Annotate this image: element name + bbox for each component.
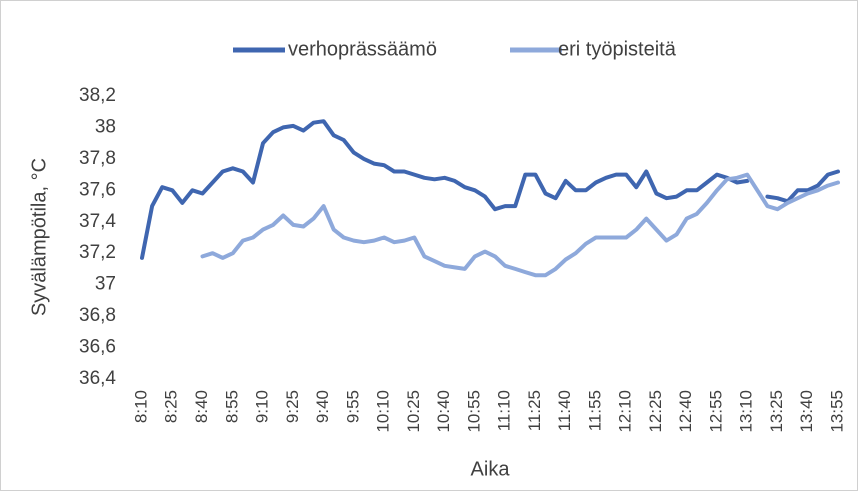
x-tick-label: 11:40 — [555, 390, 574, 431]
x-tick-label: 8:40 — [192, 390, 211, 423]
x-tick-label: 12:55 — [706, 390, 725, 433]
x-tick-label: 13:25 — [767, 390, 786, 433]
x-tick-label: 11:10 — [495, 390, 514, 431]
x-tick-label: 8:10 — [131, 390, 150, 423]
y-tick-label: 37,8 — [79, 148, 116, 169]
x-tick-label: 8:25 — [162, 390, 181, 423]
x-tick-label: 9:10 — [253, 390, 272, 423]
x-tick-label: 9:40 — [313, 390, 332, 423]
x-tick-label: 9:25 — [283, 390, 302, 423]
series-line — [765, 169, 840, 204]
legend-label: eri työpisteitä — [558, 38, 677, 60]
x-tick-label: 10:10 — [374, 390, 393, 433]
series-line — [140, 119, 750, 260]
x-tick-label: 13:40 — [797, 390, 816, 433]
y-tick-label: 38 — [95, 116, 116, 137]
y-tick-label: 37,6 — [79, 179, 116, 200]
y-tick-label: 37,2 — [79, 242, 116, 263]
x-tick-label: 10:25 — [404, 390, 423, 433]
series-line — [200, 172, 840, 278]
x-tick-label: 12:10 — [616, 390, 635, 433]
legend-label: verhoprässäämö — [288, 38, 437, 60]
y-tick-label: 38,2 — [79, 85, 116, 106]
x-axis-title: Aika — [471, 458, 511, 480]
x-tick-label: 13:55 — [827, 390, 846, 433]
x-tick-label: 9:55 — [343, 390, 362, 423]
x-tick-label: 12:25 — [646, 390, 665, 433]
y-tick-label: 36,6 — [79, 337, 116, 358]
x-tick-label: 10:40 — [434, 390, 453, 433]
x-tick-label: 13:10 — [737, 390, 756, 433]
x-tick-label: 8:55 — [222, 390, 241, 423]
y-tick-label: 36,8 — [79, 305, 116, 326]
y-axis-title: Syvälämpötila, °C — [28, 158, 50, 316]
x-tick-label: 12:40 — [676, 390, 695, 433]
x-tick-label: 11:55 — [585, 390, 604, 431]
y-tick-label: 36,4 — [79, 368, 116, 389]
y-tick-label: 37 — [95, 274, 116, 295]
x-tick-label: 10:55 — [464, 390, 483, 433]
x-tick-label: 11:25 — [525, 390, 544, 431]
y-tick-label: 37,4 — [79, 211, 116, 232]
